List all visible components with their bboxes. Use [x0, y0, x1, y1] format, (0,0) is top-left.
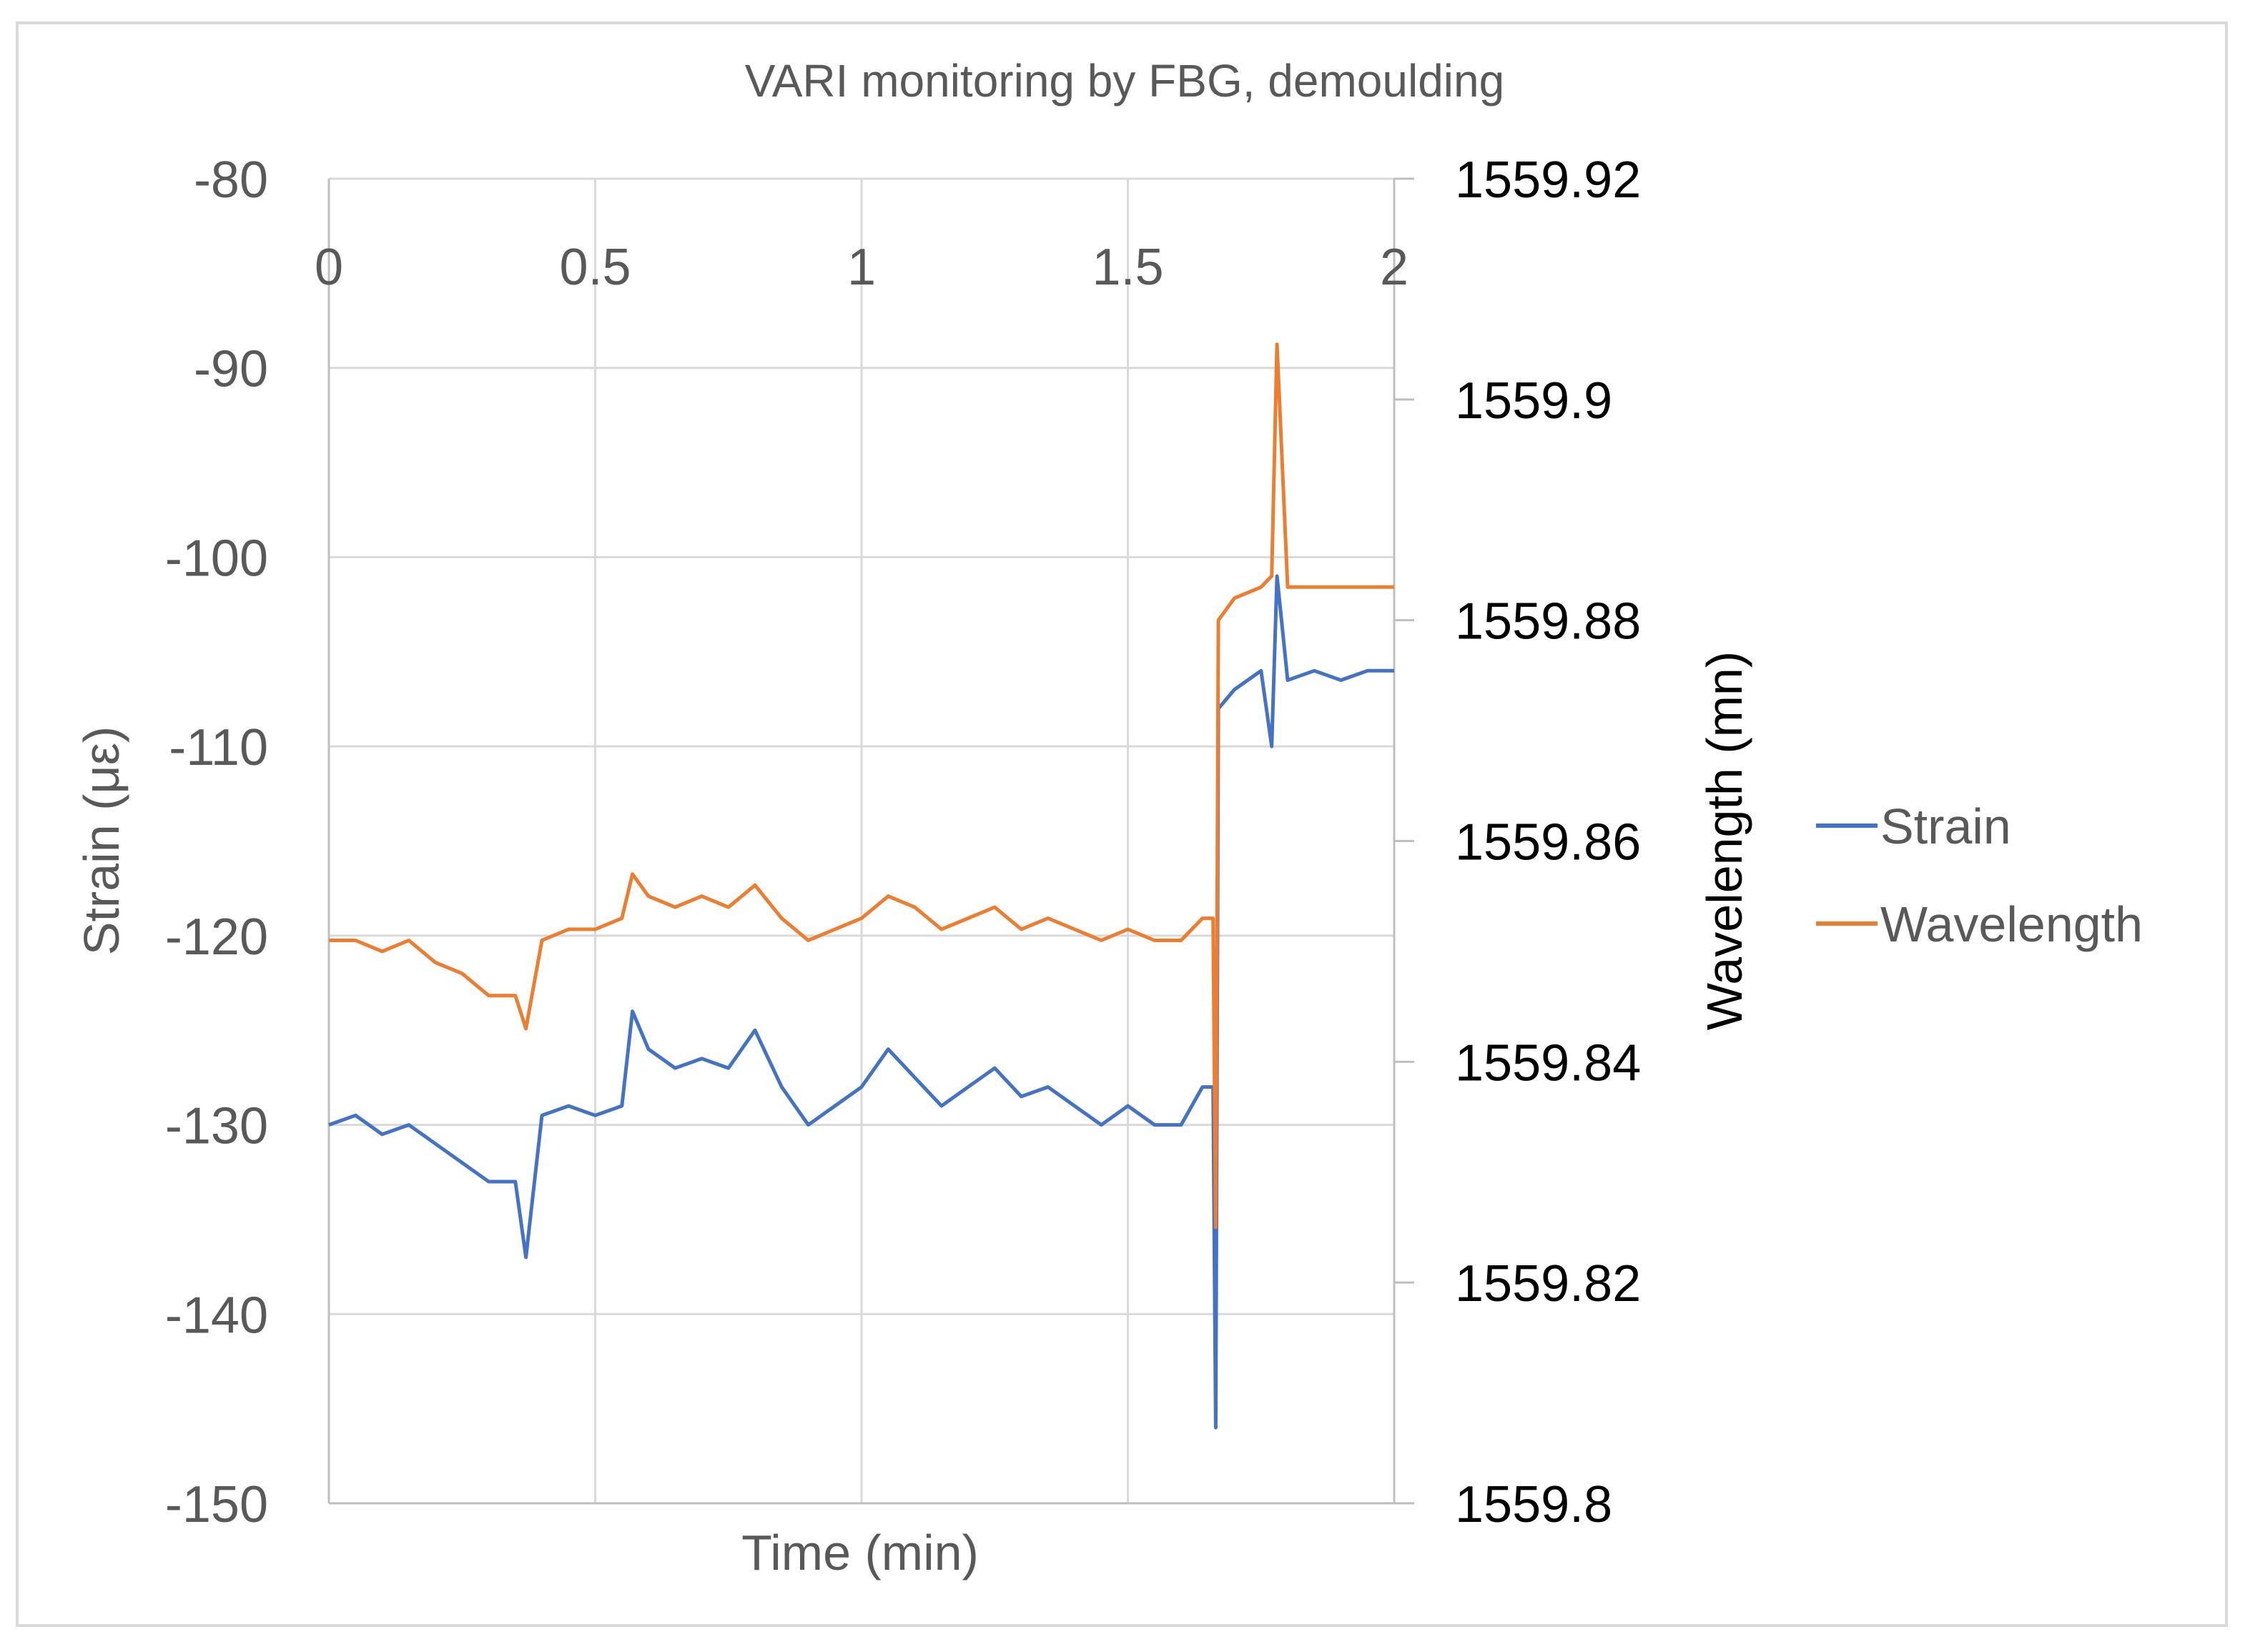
series — [328, 342, 1394, 1430]
y2-tick-label: 1559.86 — [1455, 814, 1641, 871]
y-axis-label: Strain (με) — [74, 726, 129, 955]
legend-label-wavelength: Wavelength — [1880, 896, 2143, 952]
y2-tick-label: 1559.92 — [1455, 152, 1641, 209]
axes — [327, 177, 1414, 1505]
x-tick-label: 0 — [315, 239, 343, 296]
y-tick-label: -120 — [165, 909, 268, 966]
legend-label-strain: Strain — [1880, 798, 2011, 854]
y2-axis-label: Wavelength (mn) — [1697, 651, 1752, 1030]
y2-tick-label: 1559.8 — [1455, 1476, 1612, 1533]
x-tick-label: 1.5 — [1092, 239, 1163, 296]
y-tick-label: -80 — [194, 152, 268, 209]
y-tick-label: -100 — [165, 530, 268, 587]
x-tick-label: 1 — [847, 239, 876, 296]
series-line-strain — [328, 574, 1394, 1430]
y-tick-label: -140 — [165, 1287, 268, 1344]
y-tick-label: -90 — [194, 341, 268, 398]
chart-border — [16, 21, 2228, 1627]
chart-title: VARI monitoring by FBG, demoulding — [745, 55, 1504, 107]
y2-tick-label: 1559.84 — [1455, 1034, 1641, 1092]
y2-tick-label: 1559.9 — [1455, 372, 1612, 430]
series-line-wavelength — [329, 342, 1394, 1230]
legend: Strain Wavelength — [1816, 798, 2143, 952]
y2-tick-label: 1559.88 — [1455, 593, 1641, 651]
y-tick-label: -110 — [169, 719, 268, 776]
y-tick-label: -150 — [165, 1476, 268, 1533]
x-tick-label: 0.5 — [559, 239, 631, 296]
x-tick-label: 2 — [1380, 239, 1408, 296]
tick-labels: -80-90-100-110-120-130-140-1501559.92155… — [165, 152, 1641, 1533]
y-tick-label: -130 — [165, 1098, 268, 1155]
y2-tick-label: 1559.82 — [1455, 1255, 1641, 1312]
x-axis-label: Time (min) — [741, 1525, 979, 1581]
